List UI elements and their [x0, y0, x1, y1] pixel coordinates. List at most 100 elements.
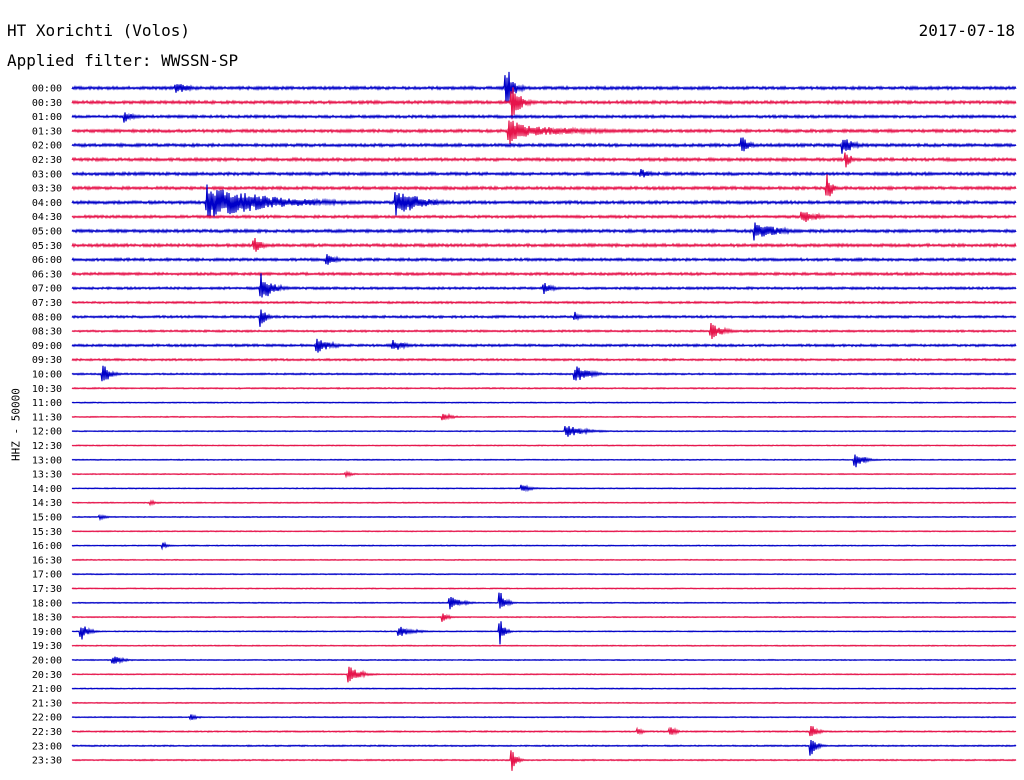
trace-row-31: [71, 530, 1017, 533]
trace-row-13: [71, 271, 1017, 277]
row-label-9: 04:30: [32, 212, 62, 223]
row-label-47: 23:30: [32, 756, 62, 767]
row-label-1: 00:30: [32, 98, 62, 109]
filter-label: Applied filter: WWSSN-SP: [7, 51, 239, 70]
row-label-38: 19:00: [32, 627, 62, 638]
trace-row-4: [71, 137, 1017, 154]
trace-row-5: [71, 152, 1017, 168]
trace-row-3: [71, 120, 1017, 145]
row-label-34: 17:00: [32, 570, 62, 581]
trace-row-11: [71, 237, 1017, 252]
trace-row-44: [71, 713, 1017, 721]
trace-row-42: [71, 687, 1017, 690]
trace-row-10: [71, 222, 1017, 241]
trace-row-40: [71, 656, 1017, 665]
row-label-35: 17:30: [32, 584, 62, 595]
trace-row-32: [71, 541, 1017, 551]
row-label-44: 22:00: [32, 713, 62, 724]
trace-row-17: [71, 323, 1017, 340]
trace-row-24: [71, 426, 1017, 437]
trace-row-20: [71, 365, 1017, 382]
trace-row-38: [71, 621, 1017, 645]
trace-row-7: [71, 174, 1017, 197]
row-label-29: 14:30: [32, 498, 62, 509]
row-label-17: 08:30: [32, 327, 62, 338]
row-label-32: 16:00: [32, 541, 62, 552]
row-label-26: 13:00: [32, 455, 62, 466]
trace-row-8: [71, 184, 1017, 219]
trace-row-16: [71, 309, 1017, 327]
trace-row-15: [71, 300, 1017, 305]
row-label-11: 05:30: [32, 241, 62, 252]
row-label-24: 12:00: [32, 427, 62, 438]
trace-row-47: [71, 750, 1017, 771]
row-label-12: 06:00: [32, 255, 62, 266]
trace-row-25: [71, 444, 1017, 447]
row-label-5: 02:30: [32, 155, 62, 166]
trace-row-12: [71, 254, 1017, 265]
row-label-13: 06:30: [32, 269, 62, 280]
trace-row-0: [71, 71, 1017, 104]
trace-row-22: [71, 401, 1017, 404]
row-label-33: 16:30: [32, 555, 62, 566]
row-label-39: 19:30: [32, 641, 62, 652]
trace-row-45: [71, 726, 1017, 737]
trace-row-18: [71, 338, 1017, 353]
row-label-37: 18:30: [32, 613, 62, 624]
row-label-21: 10:30: [32, 384, 62, 395]
trace-row-36: [71, 592, 1017, 610]
row-label-23: 11:30: [32, 412, 62, 423]
trace-row-43: [71, 701, 1017, 705]
row-label-7: 03:30: [32, 184, 62, 195]
row-label-14: 07:00: [32, 284, 62, 295]
trace-row-35: [71, 587, 1017, 590]
row-label-22: 11:00: [32, 398, 62, 409]
station-title: HT Xorichti (Volos): [7, 21, 191, 40]
row-label-16: 08:00: [32, 312, 62, 323]
row-label-20: 10:00: [32, 370, 62, 381]
row-label-3: 01:30: [32, 126, 62, 137]
trace-row-29: [71, 499, 1017, 507]
row-label-4: 02:00: [32, 141, 62, 152]
trace-row-39: [71, 644, 1017, 647]
trace-row-46: [71, 739, 1017, 756]
trace-row-6: [71, 169, 1017, 178]
row-label-19: 09:30: [32, 355, 62, 366]
date-label: 2017-07-18: [918, 21, 1015, 40]
trace-row-34: [71, 572, 1017, 576]
row-label-30: 15:00: [32, 513, 62, 524]
trace-row-41: [71, 666, 1017, 683]
trace-row-9: [71, 211, 1017, 222]
row-label-46: 23:00: [32, 741, 62, 752]
trace-row-14: [71, 273, 1017, 298]
trace-row-28: [71, 484, 1017, 493]
trace-row-21: [71, 386, 1017, 390]
row-label-45: 22:30: [32, 727, 62, 738]
row-label-2: 01:00: [32, 112, 62, 123]
row-label-31: 15:30: [32, 527, 62, 538]
row-label-15: 07:30: [32, 298, 62, 309]
trace-row-33: [71, 558, 1017, 562]
trace-row-1: [71, 87, 1017, 120]
row-label-43: 21:30: [32, 698, 62, 709]
row-label-6: 03:00: [32, 169, 62, 180]
row-label-25: 12:30: [32, 441, 62, 452]
trace-row-19: [71, 357, 1017, 362]
row-label-27: 13:30: [32, 470, 62, 481]
trace-row-23: [71, 412, 1017, 421]
row-label-41: 20:30: [32, 670, 62, 681]
row-label-28: 14:00: [32, 484, 62, 495]
trace-row-2: [71, 112, 1017, 123]
row-label-10: 05:00: [32, 227, 62, 238]
row-label-42: 21:00: [32, 684, 62, 695]
trace-row-27: [71, 470, 1017, 479]
row-label-40: 20:00: [32, 656, 62, 667]
trace-row-26: [71, 454, 1017, 468]
trace-row-37: [71, 613, 1017, 622]
row-label-18: 09:00: [32, 341, 62, 352]
row-label-8: 04:00: [32, 198, 62, 209]
row-label-0: 00:00: [32, 84, 62, 95]
row-label-36: 18:00: [32, 598, 62, 609]
trace-row-30: [71, 514, 1017, 522]
